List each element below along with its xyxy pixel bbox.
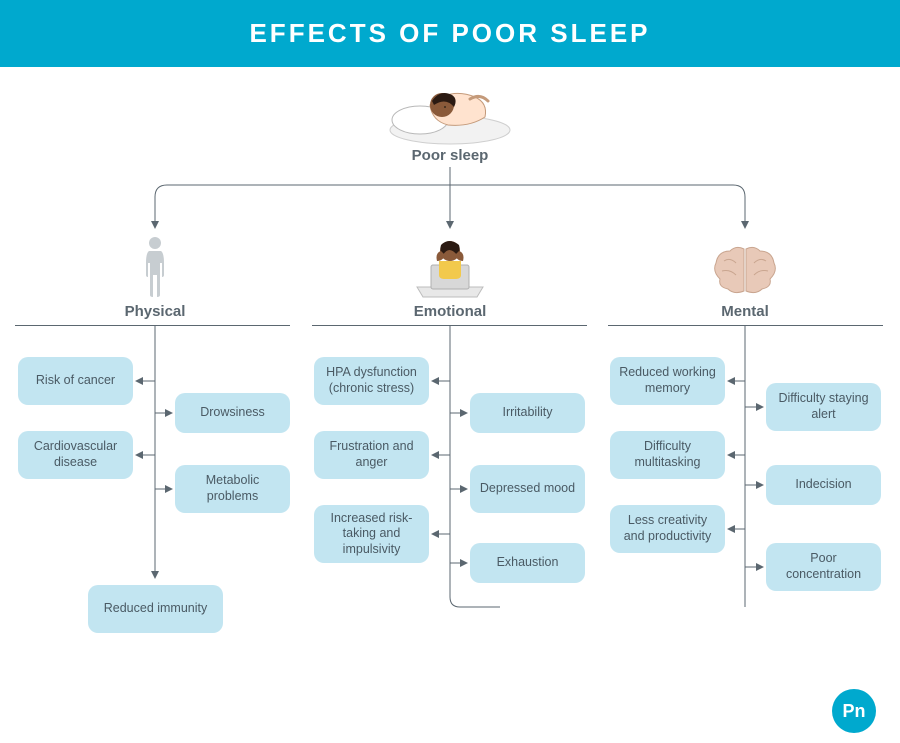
leaf-irritability: Irritability [470,393,585,433]
underline-mental [608,325,883,326]
poor-sleep-icon [370,75,530,145]
underline-physical [15,325,290,326]
underline-emotional [312,325,587,326]
branch-label-physical: Physical [95,303,215,320]
root-label: Poor sleep [412,147,489,164]
leaf-difficulty-multitasking: Difficulty multitasking [610,431,725,479]
diagram-canvas: Poor sleep Physical Emotional Mental Ris… [0,67,900,743]
connector-arrows [0,67,900,743]
leaf-metabolic-problems: Metabolic problems [175,465,290,513]
leaf-indecision: Indecision [766,465,881,505]
leaf-reduced-working-memory: Reduced working memory [610,357,725,405]
leaf-drowsiness: Drowsiness [175,393,290,433]
leaf-cardiovascular-disease: Cardiovascular disease [18,431,133,479]
leaf-hpa-dysfunction: HPA dysfunction (chronic stress) [314,357,429,405]
pn-logo: Pn [832,689,876,733]
leaf-depressed-mood: Depressed mood [470,465,585,513]
leaf-less-creativity-productivity: Less creativity and productivity [610,505,725,553]
leaf-exhaustion: Exhaustion [470,543,585,583]
person-laptop-stressed-icon [411,235,489,299]
branch-label-mental: Mental [685,303,805,320]
leaf-risk-of-cancer: Risk of cancer [18,357,133,405]
leaf-frustration-anger: Frustration and anger [314,431,429,479]
page-title: EFFECTS OF POOR SLEEP [0,0,900,67]
leaf-poor-concentration: Poor concentration [766,543,881,591]
leaf-reduced-immunity: Reduced immunity [88,585,223,633]
branch-label-emotional: Emotional [390,303,510,320]
leaf-difficulty-staying-alert: Difficulty staying alert [766,383,881,431]
brain-icon [710,241,780,297]
human-silhouette-icon [140,235,170,299]
leaf-risk-taking-impulsivity: Increased risk-taking and impulsivity [314,505,429,563]
